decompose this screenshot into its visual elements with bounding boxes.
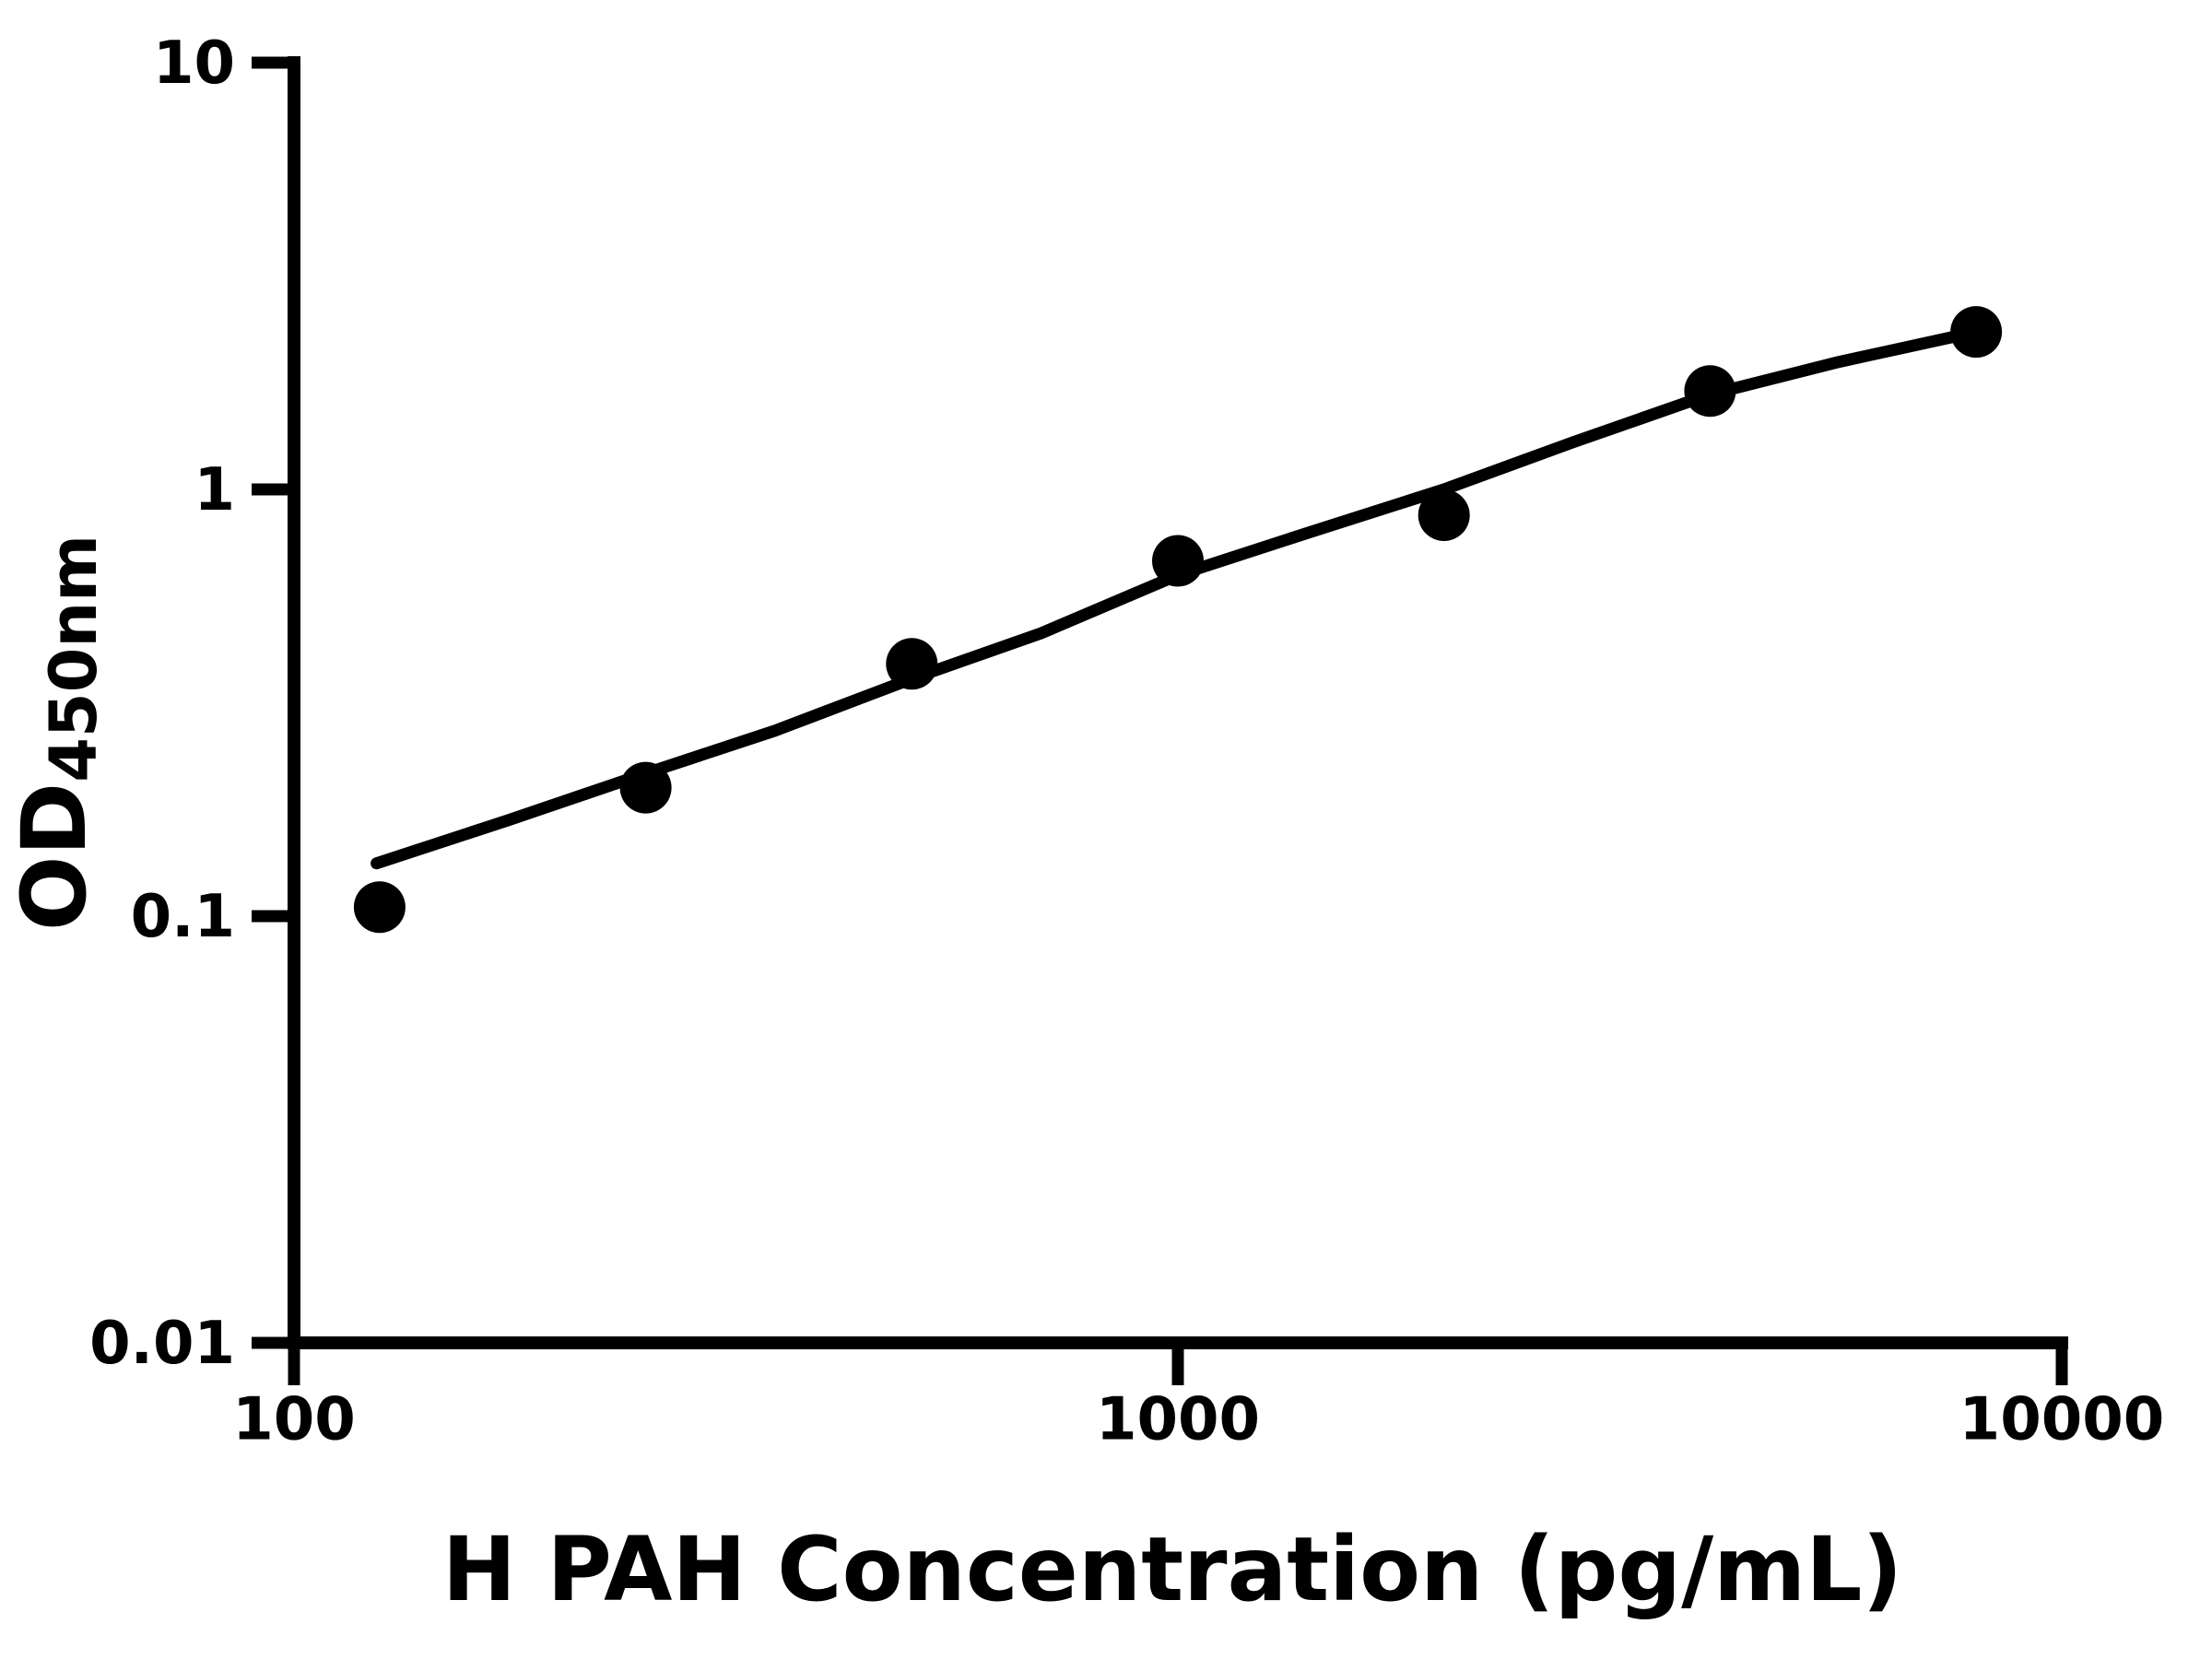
data-point	[1418, 489, 1470, 541]
y-axis-title-main: OD	[3, 782, 106, 931]
x-axis-title: H PAH Concentration (pg/mL)	[442, 1518, 1902, 1621]
x-tick-label: 1000	[1096, 1385, 1260, 1453]
data-points-group	[353, 306, 2003, 934]
y-tick-label: 0.01	[89, 1310, 235, 1378]
data-point	[619, 761, 672, 814]
y-axis-title-subscript: 450nm	[36, 535, 112, 782]
data-point	[1152, 535, 1204, 587]
x-tick-label: 100	[232, 1385, 356, 1453]
data-point	[353, 881, 406, 934]
y-axis-title: OD450nm	[3, 535, 112, 931]
y-tick-label: 10	[153, 29, 235, 98]
x-tick-label: 10000	[1959, 1385, 2165, 1453]
x-tick-group: 100 1000 10000	[232, 1343, 2164, 1453]
data-point	[1950, 306, 2003, 359]
y-tick-label: 0.1	[131, 883, 235, 951]
data-point	[1684, 365, 1736, 418]
y-tick-label: 1	[194, 456, 235, 524]
y-tick-group: 10 1 0.1 0.01	[89, 29, 294, 1378]
fit-curve-line	[371, 325, 1983, 870]
data-point	[886, 638, 938, 690]
